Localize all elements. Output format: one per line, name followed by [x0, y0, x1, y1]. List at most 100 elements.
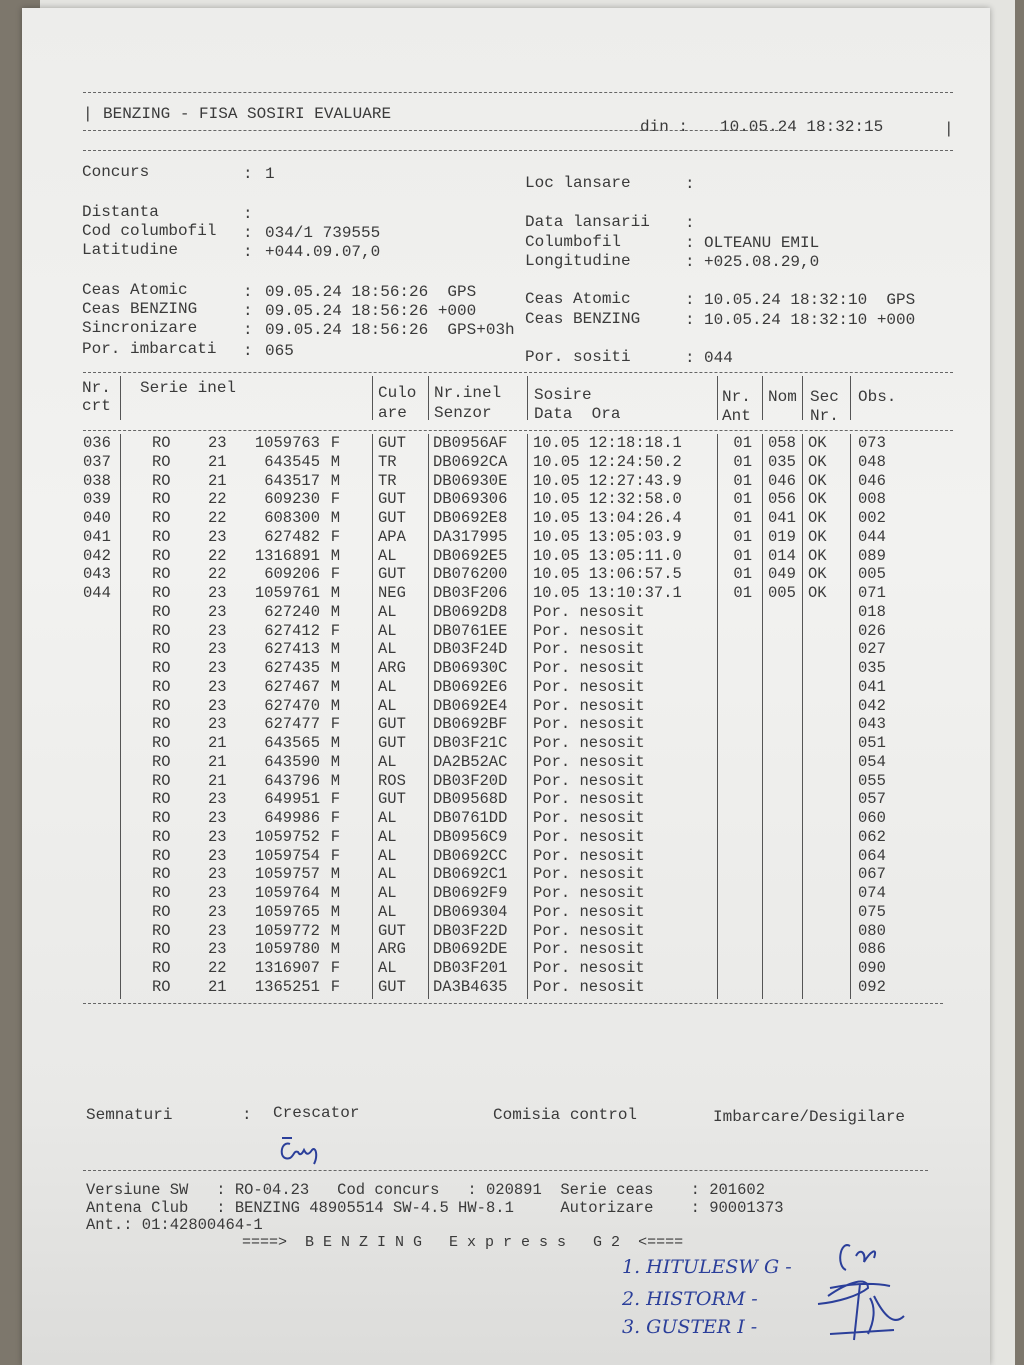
table-cell: DB069306 — [433, 490, 508, 509]
footer-banner: ====> B E N Z I N G E x p r e s s G 2 <=… — [242, 1234, 684, 1251]
table-cell: M — [330, 734, 340, 752]
table-cell: RO — [152, 546, 171, 565]
table-row: RO 23 627467 M AL DB0692E6 Por. nesosit 041 — [0, 678, 1024, 696]
colon: : — [243, 321, 253, 339]
info-label: Por. imbarcati — [82, 340, 217, 358]
table-cell: GUT — [378, 509, 406, 527]
info-value: 10.05.24 18:32:10 +000 — [704, 311, 916, 329]
table-cell: RO — [152, 977, 171, 996]
column-header-serie: Serie inel — [140, 379, 237, 397]
table-cell: 22 — [208, 959, 227, 977]
table-row: 043 RO 22 609206 F GUT DB076200 10.05 13:06:57.… — [0, 565, 1024, 583]
table-cell: DB06930C — [433, 659, 508, 677]
info-label: Cod columbofil — [82, 222, 217, 240]
table-cell: 1365251 — [254, 977, 320, 996]
table-cell: 043 — [83, 565, 111, 584]
table-cell: Por. nesosit — [533, 809, 645, 827]
table-cell: Por. nesosit — [533, 977, 645, 996]
table-cell: RO — [152, 640, 171, 659]
colon: : — [685, 349, 695, 367]
table-cell: ARG — [378, 940, 406, 959]
info-value: 10.05.24 18:32:10 GPS — [704, 291, 916, 309]
table-row: 040 RO 22 608300 M GUT DB0692E8 10.05 13:04:26.… — [0, 509, 1024, 527]
table-cell: DB03F20D — [433, 771, 508, 790]
table-cell: 005 — [858, 565, 886, 584]
divider — [83, 1170, 928, 1171]
table-cell: DA317995 — [433, 527, 508, 546]
table-cell: 627435 — [264, 659, 320, 677]
table-cell: 10.05 13:05:03.9 — [533, 527, 682, 546]
table-cell: M — [330, 584, 340, 602]
colon: : — [685, 234, 695, 252]
footer-line-3: Ant.: 01:42800464-1 — [86, 1216, 263, 1234]
column-header-obs: Obs. — [858, 388, 897, 406]
table-cell: DB0956AF — [433, 434, 508, 452]
table-cell: RO — [152, 527, 171, 546]
info-label: Ceas BENZING — [525, 310, 641, 328]
table-cell: DB076200 — [433, 565, 508, 584]
report-date: 10.05.24 18:32:15 — [720, 118, 884, 136]
table-cell: 039 — [83, 490, 111, 509]
table-cell: GUT — [378, 734, 406, 752]
table-row: RO 23 1059780 M ARG DB0692DE Por. nesosit 086 — [0, 940, 1024, 958]
info-value: +044.09.07,0 — [265, 243, 381, 261]
info-value: OLTEANU EMIL — [704, 234, 820, 252]
document-page — [22, 8, 990, 1365]
table-cell: AL — [378, 865, 397, 884]
colon: : — [243, 224, 253, 242]
table-cell: 23 — [208, 827, 227, 846]
column-header-sen1: Nr.inel — [434, 384, 502, 402]
table-cell: AL — [378, 902, 397, 921]
divider — [83, 430, 953, 431]
table-row: RO 23 627435 M ARG DB06930C Por. nesosit 035 — [0, 659, 1024, 677]
table-cell: RO — [152, 809, 171, 827]
table-cell: DB0692E5 — [433, 546, 508, 565]
table-cell: 1316891 — [254, 546, 320, 565]
table-cell: 23 — [208, 621, 227, 640]
table-row: 042 RO 22 1316891 M AL DB0692E5 10.05 13:05:11.… — [0, 547, 1024, 565]
table-cell: 23 — [208, 602, 227, 621]
column-separator — [428, 376, 429, 420]
table-cell: RO — [152, 696, 171, 715]
table-row: RO 21 643565 M GUT DB03F21C Por. nesosit 051 — [0, 734, 1024, 752]
table-row: 036 RO 23 1059763 F GUT DB0956AF 10.05 12:18:18… — [0, 434, 1024, 452]
table-cell: 627477 — [264, 715, 320, 734]
table-cell: 23 — [208, 640, 227, 659]
table-cell: M — [330, 752, 340, 771]
table-row: RO 23 627412 F AL DB0761EE Por. nesosit 026 — [0, 622, 1024, 640]
table-cell: 23 — [208, 790, 227, 809]
table-cell: AL — [378, 640, 397, 659]
table-cell: 044 — [83, 584, 111, 602]
table-cell: OK — [808, 509, 827, 527]
table-cell: F — [330, 809, 340, 827]
table-row: RO 23 649951 F GUT DB09568D Por. nesosit 057 — [0, 790, 1024, 808]
table-cell: RO — [152, 846, 171, 865]
table-cell: 035 — [768, 452, 796, 471]
table-row: RO 23 1059754 F AL DB0692CC Por. nesosit 064 — [0, 847, 1024, 865]
table-cell: 073 — [858, 434, 886, 452]
table-cell: 046 — [768, 471, 796, 490]
table-cell: 609230 — [264, 490, 320, 509]
table-cell: GUT — [378, 715, 406, 734]
table-cell: 01 — [733, 471, 752, 490]
table-cell: DB0761DD — [433, 809, 508, 827]
table-cell: 058 — [768, 434, 796, 452]
table-row: RO 23 627470 M AL DB0692E4 Por. nesosit 042 — [0, 697, 1024, 715]
table-cell: AL — [378, 621, 397, 640]
table-cell: 22 — [208, 565, 227, 584]
table-cell: M — [330, 509, 340, 527]
table-cell: 1059754 — [254, 846, 320, 865]
table-cell: 038 — [83, 471, 111, 490]
table-cell: RO — [152, 734, 171, 752]
table-cell: F — [330, 527, 340, 546]
table-cell: M — [330, 865, 340, 884]
table-cell: Por. nesosit — [533, 827, 645, 846]
table-cell: AL — [378, 677, 397, 696]
table-cell: 627470 — [264, 696, 320, 715]
table-row: RO 21 643796 M ROS DB03F20D Por. nesosit 055 — [0, 772, 1024, 790]
table-cell: M — [330, 884, 340, 902]
column-separator — [762, 434, 763, 999]
info-label: Columbofil — [525, 233, 622, 251]
table-cell: 060 — [858, 809, 886, 827]
divider — [83, 372, 953, 373]
